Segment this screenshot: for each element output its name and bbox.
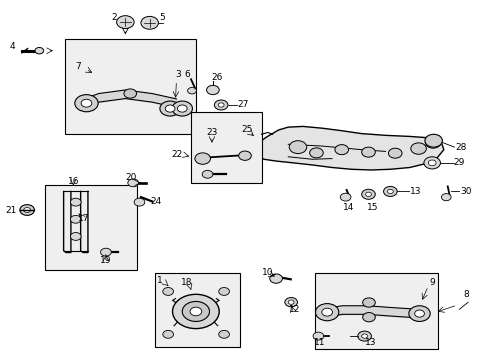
Polygon shape: [251, 126, 443, 170]
Text: 17: 17: [78, 214, 90, 223]
Circle shape: [177, 105, 187, 112]
Circle shape: [269, 274, 282, 283]
Circle shape: [206, 85, 219, 95]
Circle shape: [116, 16, 134, 28]
Text: 15: 15: [366, 203, 377, 212]
Circle shape: [340, 193, 350, 201]
Circle shape: [165, 105, 175, 112]
Circle shape: [309, 148, 323, 158]
Text: 24: 24: [150, 197, 162, 206]
Text: 9: 9: [428, 278, 434, 287]
Text: 1: 1: [157, 276, 163, 285]
Text: 13: 13: [365, 338, 376, 347]
Circle shape: [315, 303, 338, 321]
Circle shape: [70, 233, 81, 240]
Circle shape: [75, 95, 98, 112]
Circle shape: [424, 134, 442, 147]
Text: 19: 19: [100, 256, 111, 265]
Bar: [315, 273, 437, 349]
Circle shape: [123, 89, 136, 98]
Circle shape: [127, 179, 138, 187]
Circle shape: [214, 100, 227, 110]
Text: 30: 30: [459, 187, 470, 196]
Text: 21: 21: [5, 206, 17, 215]
Circle shape: [387, 148, 401, 158]
Circle shape: [20, 204, 34, 215]
Bar: [45, 185, 136, 270]
Circle shape: [238, 151, 251, 160]
Text: 11: 11: [313, 338, 325, 347]
Circle shape: [312, 332, 323, 340]
Circle shape: [288, 141, 306, 154]
Text: 14: 14: [343, 203, 354, 212]
Text: 2: 2: [111, 13, 117, 22]
Circle shape: [410, 143, 426, 154]
Circle shape: [362, 298, 374, 307]
Text: 16: 16: [67, 177, 79, 186]
Text: 27: 27: [237, 100, 249, 109]
Circle shape: [160, 101, 180, 116]
Circle shape: [70, 215, 81, 223]
Circle shape: [441, 194, 450, 201]
Circle shape: [70, 198, 81, 206]
Circle shape: [101, 248, 111, 256]
Circle shape: [182, 301, 209, 321]
Text: 18: 18: [181, 278, 192, 287]
Circle shape: [218, 103, 224, 107]
Circle shape: [172, 294, 219, 329]
Circle shape: [361, 189, 374, 199]
Text: 10: 10: [261, 268, 272, 277]
Circle shape: [357, 331, 371, 341]
Circle shape: [425, 137, 440, 148]
Text: 28: 28: [454, 143, 466, 152]
Circle shape: [187, 87, 196, 94]
Bar: [64, 39, 196, 134]
Circle shape: [321, 308, 332, 316]
Circle shape: [24, 207, 30, 212]
Circle shape: [408, 306, 429, 321]
Circle shape: [163, 288, 173, 296]
Circle shape: [361, 147, 374, 157]
Circle shape: [383, 186, 396, 197]
Circle shape: [334, 145, 348, 155]
Circle shape: [190, 307, 201, 316]
Text: 5: 5: [159, 13, 164, 22]
Text: 29: 29: [453, 158, 464, 167]
Circle shape: [287, 300, 293, 304]
Text: 4: 4: [9, 41, 15, 50]
Circle shape: [423, 157, 440, 169]
Circle shape: [218, 330, 229, 338]
Text: 22: 22: [171, 150, 183, 159]
Bar: [155, 273, 239, 347]
Text: 6: 6: [184, 70, 190, 79]
Circle shape: [414, 310, 424, 317]
Circle shape: [361, 334, 367, 338]
Circle shape: [427, 160, 435, 166]
Circle shape: [35, 48, 43, 54]
Circle shape: [285, 297, 297, 307]
Circle shape: [163, 330, 173, 338]
Text: 25: 25: [241, 125, 253, 134]
Text: 13: 13: [409, 187, 421, 196]
Circle shape: [202, 170, 212, 178]
Text: 7: 7: [75, 62, 81, 71]
Circle shape: [218, 288, 229, 296]
Circle shape: [81, 99, 92, 107]
Circle shape: [134, 198, 144, 206]
Text: 8: 8: [463, 290, 468, 299]
Circle shape: [141, 17, 158, 29]
Circle shape: [362, 312, 374, 322]
Text: 20: 20: [125, 173, 137, 182]
Bar: [191, 112, 261, 183]
Circle shape: [195, 153, 210, 164]
Circle shape: [365, 192, 371, 197]
Text: 26: 26: [211, 73, 222, 82]
Text: 3: 3: [175, 70, 181, 79]
Circle shape: [386, 189, 392, 194]
Text: 23: 23: [206, 129, 217, 138]
Text: 12: 12: [288, 305, 300, 314]
Circle shape: [172, 101, 192, 116]
